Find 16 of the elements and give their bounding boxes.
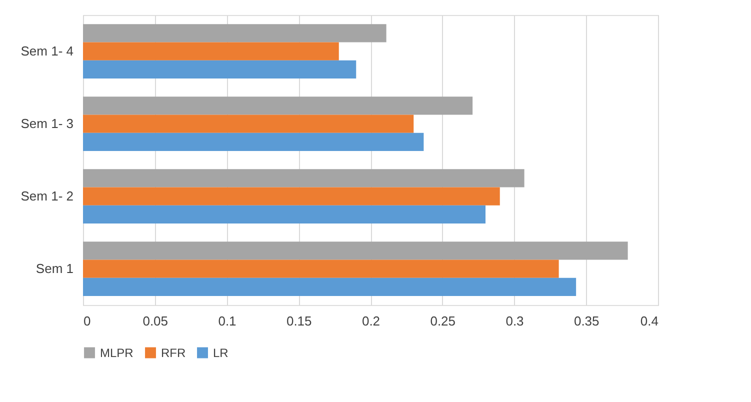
y-tick-label: Sem 1 [36, 260, 74, 276]
x-tick-label: 0 [84, 314, 91, 328]
x-tick-label: 0.25 [430, 314, 456, 328]
legend-label: RFR [161, 346, 186, 360]
legend-label: LR [213, 346, 229, 360]
x-tick-label: 0.35 [574, 314, 600, 328]
y-tick-label: Sem 1- 2 [20, 188, 74, 204]
x-tick-label: 0.3 [506, 314, 524, 328]
y-tick-label: Sem 1- 4 [20, 43, 74, 58]
x-tick-label: 0.15 [286, 314, 312, 328]
y-tick-label: Sem 1- 3 [20, 116, 74, 131]
x-tick-label: 0.05 [142, 314, 168, 328]
legend-label: MLPR [100, 346, 134, 360]
x-tick-label: 0.4 [640, 314, 658, 328]
x-tick-label: 0.1 [218, 314, 236, 328]
x-tick-label: 0.2 [362, 314, 380, 328]
